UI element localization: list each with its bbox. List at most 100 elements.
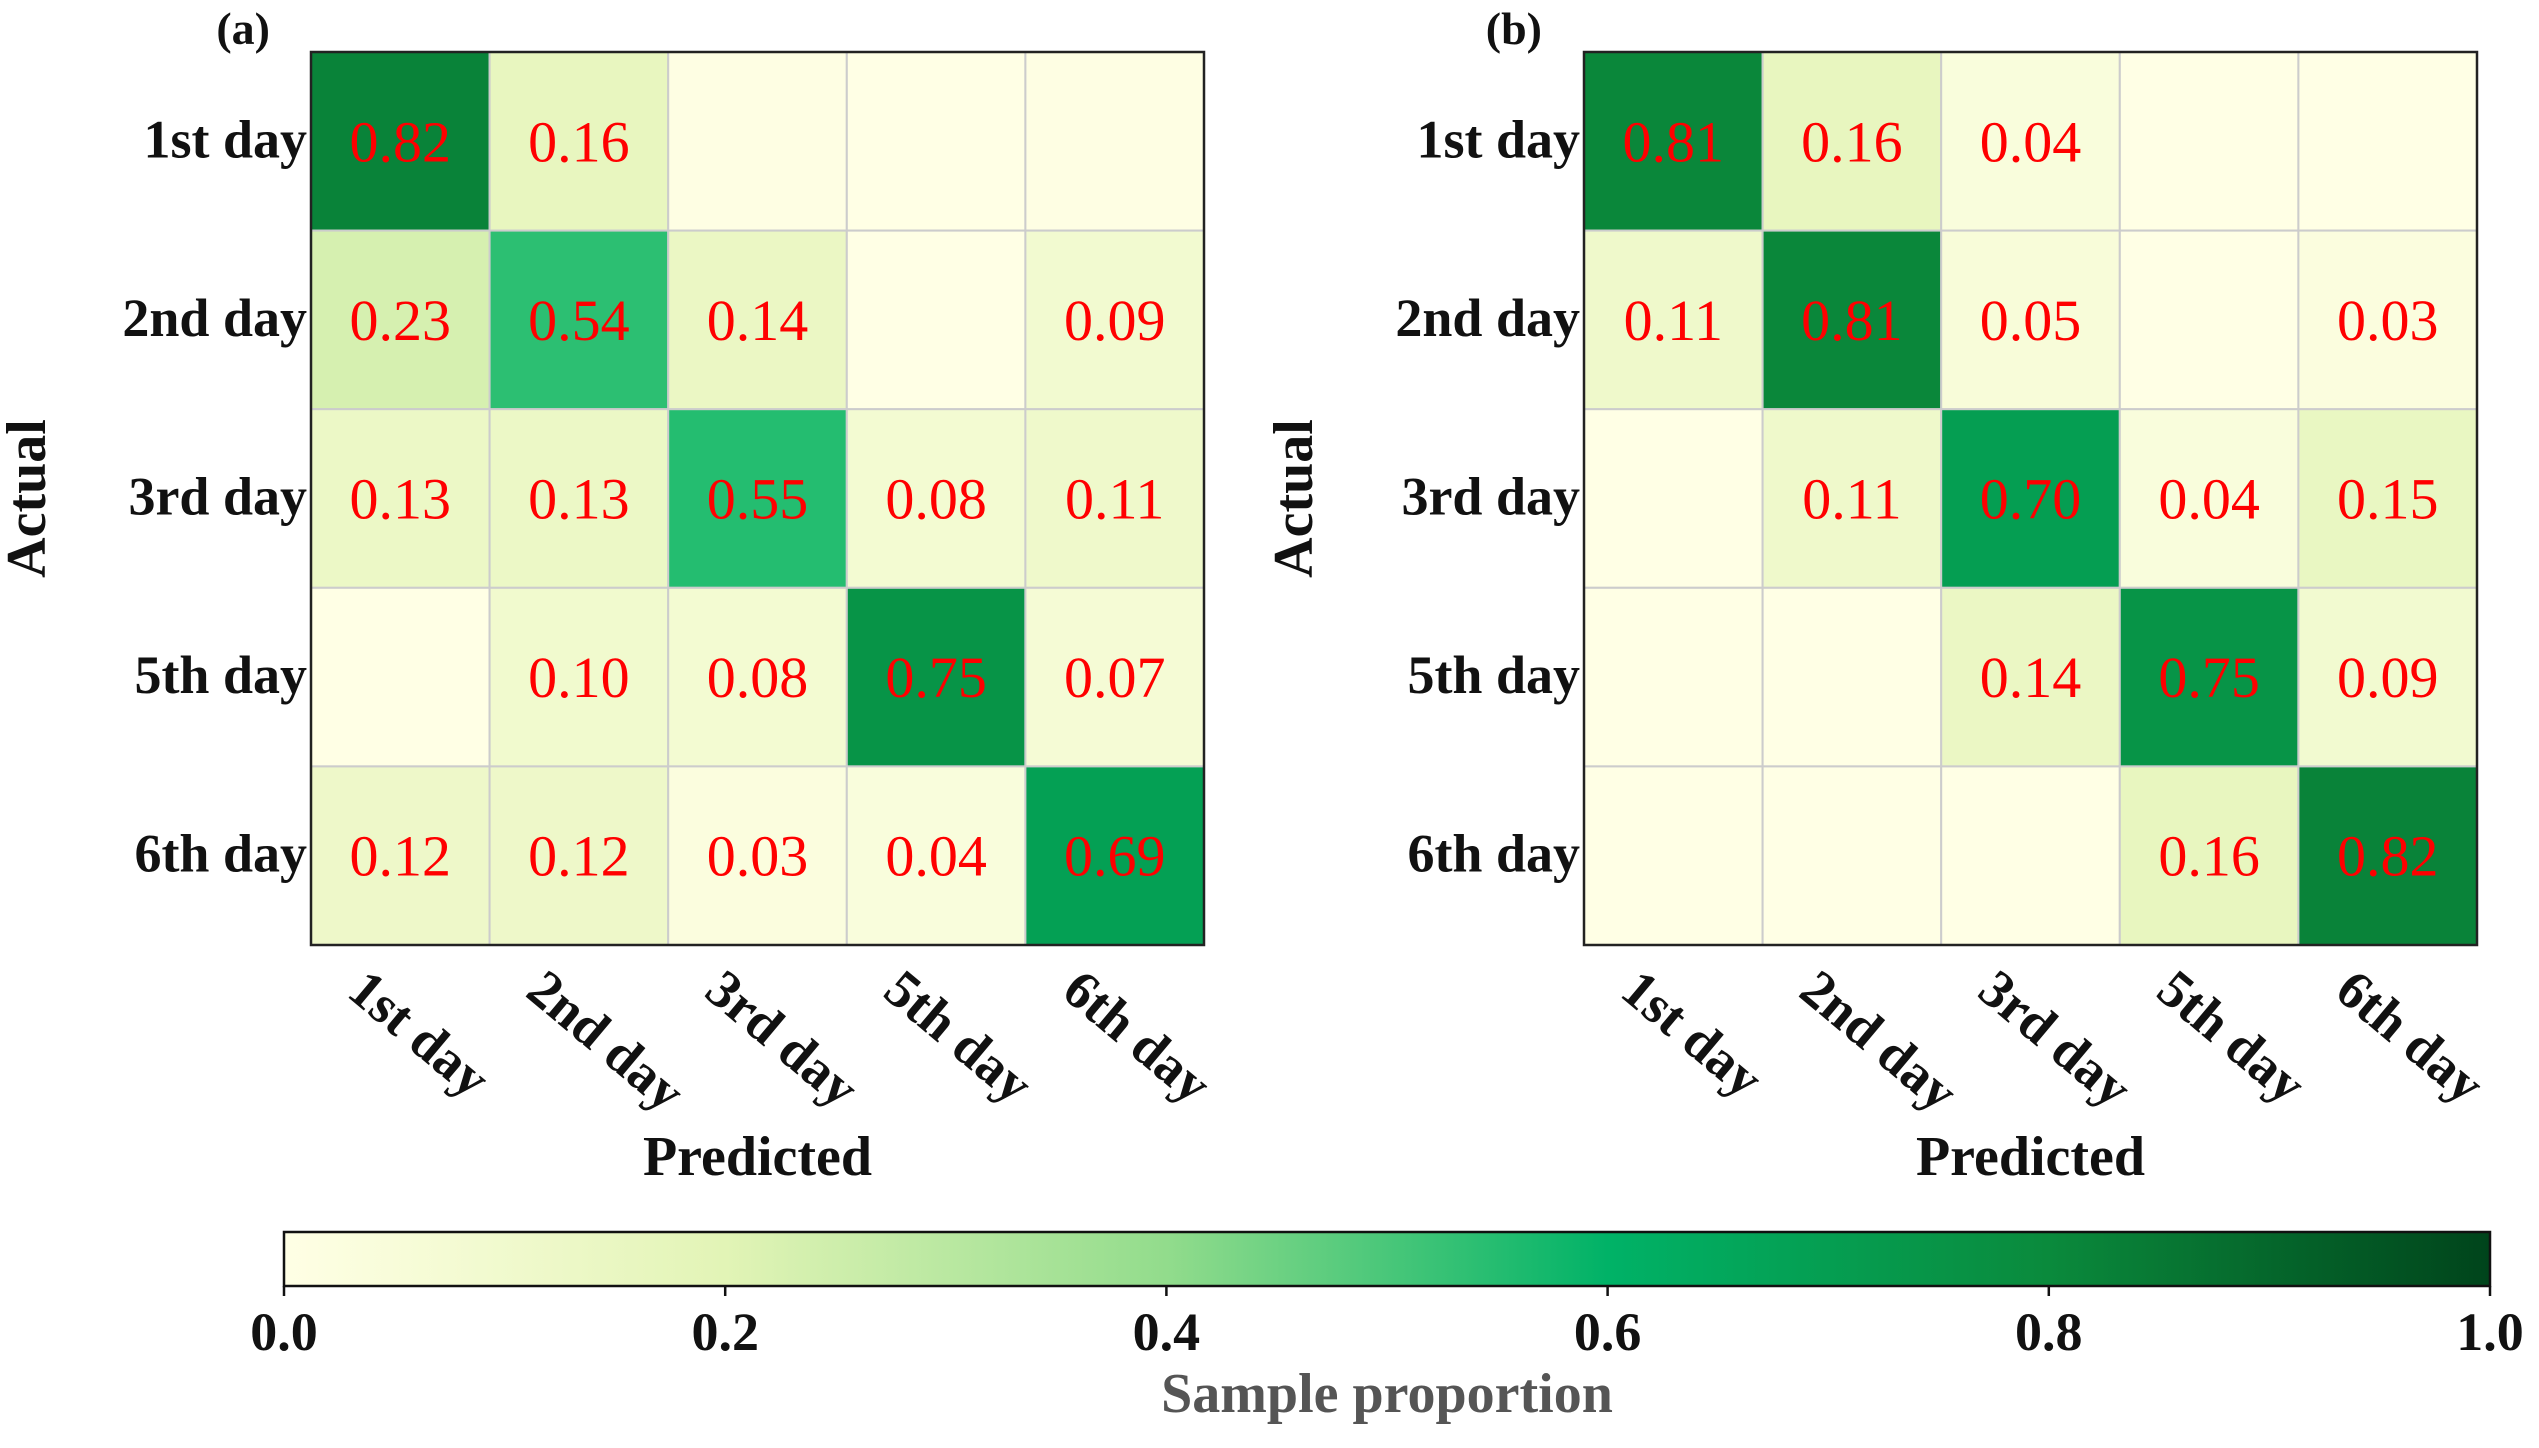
- heatmap-cell: [2118, 51, 2300, 232]
- heatmap-cell: [1940, 229, 2121, 411]
- x-tick-label: 2nd day: [516, 958, 696, 1123]
- colorbar-label: Sample proportion: [1161, 1363, 1613, 1425]
- cell-value-label: 0.81: [1623, 109, 1725, 174]
- heatmap-cell: [667, 229, 848, 411]
- cell-value-label: 0.75: [2158, 645, 2260, 710]
- y-tick-label: 2nd day: [122, 288, 307, 348]
- heatmap-cell: [845, 765, 1027, 947]
- heatmap-frame: [1582, 50, 2479, 947]
- cell-value-label: 0.15: [2337, 467, 2439, 532]
- cell-value-label: 0.11: [1802, 467, 1901, 532]
- x-tick-label: 5th day: [2146, 958, 2317, 1115]
- y-tick-label: 5th day: [134, 645, 307, 705]
- cell-value-label: 0.16: [528, 109, 630, 174]
- y-tick-label: 3rd day: [128, 467, 307, 527]
- x-axis-label: Predicted: [1916, 1126, 2145, 1188]
- heatmap-cell: [1761, 51, 1943, 232]
- cell-value-label: 0.10: [528, 645, 630, 710]
- y-tick-label: 5th day: [1407, 645, 1580, 705]
- heatmap-cell: [2297, 51, 2478, 232]
- cell-value-label: 0.07: [1064, 645, 1166, 710]
- y-tick-label: 6th day: [1407, 824, 1580, 884]
- cell-value-label: 0.82: [350, 109, 452, 174]
- cell-value-label: 0.75: [885, 645, 987, 710]
- cell-value-label: 0.16: [2158, 824, 2260, 889]
- y-axis-label: Actual: [1263, 419, 1325, 578]
- heatmap-cell: [1583, 586, 1764, 768]
- heatmap-cell: [1761, 765, 1943, 947]
- x-tick-label: 1st day: [338, 958, 502, 1109]
- cell-value-label: 0.04: [1980, 109, 2082, 174]
- heatmap-cell: [2118, 229, 2300, 411]
- panel-label: (b): [1486, 3, 1542, 54]
- cell-value-label: 0.70: [1980, 467, 2082, 532]
- x-tick-label: 1st day: [1611, 958, 1775, 1109]
- heatmap-cell: [488, 586, 670, 768]
- heatmap-cell: [845, 229, 1027, 411]
- cell-value-label: 0.23: [350, 288, 452, 353]
- heatmap-cell: [1940, 765, 2121, 947]
- heatmap-cell: [1583, 408, 1764, 589]
- heatmap-cell: [2118, 765, 2300, 947]
- heatmap-cell: [488, 765, 670, 947]
- heatmap-cell: [1940, 51, 2121, 232]
- y-tick-label: 6th day: [134, 824, 307, 884]
- cell-value-label: 0.08: [885, 467, 987, 532]
- cell-value-label: 0.09: [1064, 288, 1166, 353]
- y-axis-label: Actual: [0, 419, 58, 578]
- cell-value-label: 0.14: [707, 288, 809, 353]
- heatmap-cell: [667, 765, 848, 947]
- colorbar-gradient: [282, 1230, 2492, 1288]
- cell-value-label: 0.11: [1065, 467, 1164, 532]
- colorbar-tick-label: 0.8: [2015, 1302, 2083, 1362]
- y-tick-label: 2nd day: [1395, 288, 1580, 348]
- cell-value-label: 0.55: [707, 467, 809, 532]
- colorbar-tick-label: 0.0: [250, 1302, 318, 1362]
- cell-value-label: 0.82: [2337, 824, 2439, 889]
- cell-value-label: 0.05: [1980, 288, 2082, 353]
- cell-value-label: 0.09: [2337, 645, 2439, 710]
- heatmap-cell: [1583, 765, 1764, 947]
- heatmap-cell: [1024, 229, 1206, 411]
- heatmap-cell: [1024, 765, 1206, 947]
- panel-label: (a): [216, 3, 270, 54]
- cell-value-label: 0.12: [528, 824, 630, 889]
- heatmap-cell: [1024, 51, 1206, 232]
- x-tick-label: 3rd day: [1968, 958, 2143, 1119]
- x-tick-label: 3rd day: [695, 958, 870, 1119]
- heatmap-cell: [1024, 586, 1206, 768]
- heatmap-cell: [488, 229, 670, 411]
- x-tick-label: 6th day: [1052, 958, 1223, 1115]
- colorbar-tick-label: 0.4: [1133, 1302, 1201, 1362]
- colorbar-tick-label: 0.2: [691, 1302, 759, 1362]
- heatmap-cell: [845, 408, 1027, 589]
- cell-value-label: 0.03: [2337, 288, 2439, 353]
- heatmap-cell: [310, 586, 491, 768]
- y-tick-label: 1st day: [1416, 109, 1580, 169]
- cell-value-label: 0.08: [707, 645, 809, 710]
- heatmap-cell: [1761, 586, 1943, 768]
- heatmap-cell: [2118, 408, 2300, 589]
- colorbar-tick-label: 0.6: [1574, 1302, 1642, 1362]
- panel-a: 0.82 0.16 0.23 0.54 0.14 0.09 0.13 0.13 0.55 0.08…: [0, 3, 1223, 1188]
- heatmap-frame: [309, 50, 1206, 947]
- heatmap-cell: [667, 586, 848, 768]
- heatmap-cell: [845, 51, 1027, 232]
- cell-value-label: 0.81: [1801, 288, 1903, 353]
- y-tick-label: 3rd day: [1401, 467, 1580, 527]
- heatmap-cell: [1940, 586, 2121, 768]
- heatmap-cell: [667, 51, 848, 232]
- cell-value-label: 0.11: [1624, 288, 1723, 353]
- heatmap-cell: [488, 51, 670, 232]
- heatmap-cell: [2297, 408, 2478, 589]
- heatmap-cell: [1940, 408, 2121, 589]
- colorbar: 0.0 0.2 0.4 0.6 0.8 1.0 Sample proportion: [250, 1230, 2524, 1425]
- heatmap-cell: [310, 229, 491, 411]
- cell-value-label: 0.12: [350, 824, 452, 889]
- cell-value-label: 0.13: [528, 467, 630, 532]
- cell-value-label: 0.54: [528, 288, 630, 353]
- cell-value-label: 0.13: [350, 467, 452, 532]
- heatmap-cell: [488, 408, 670, 589]
- cell-value-label: 0.03: [707, 824, 809, 889]
